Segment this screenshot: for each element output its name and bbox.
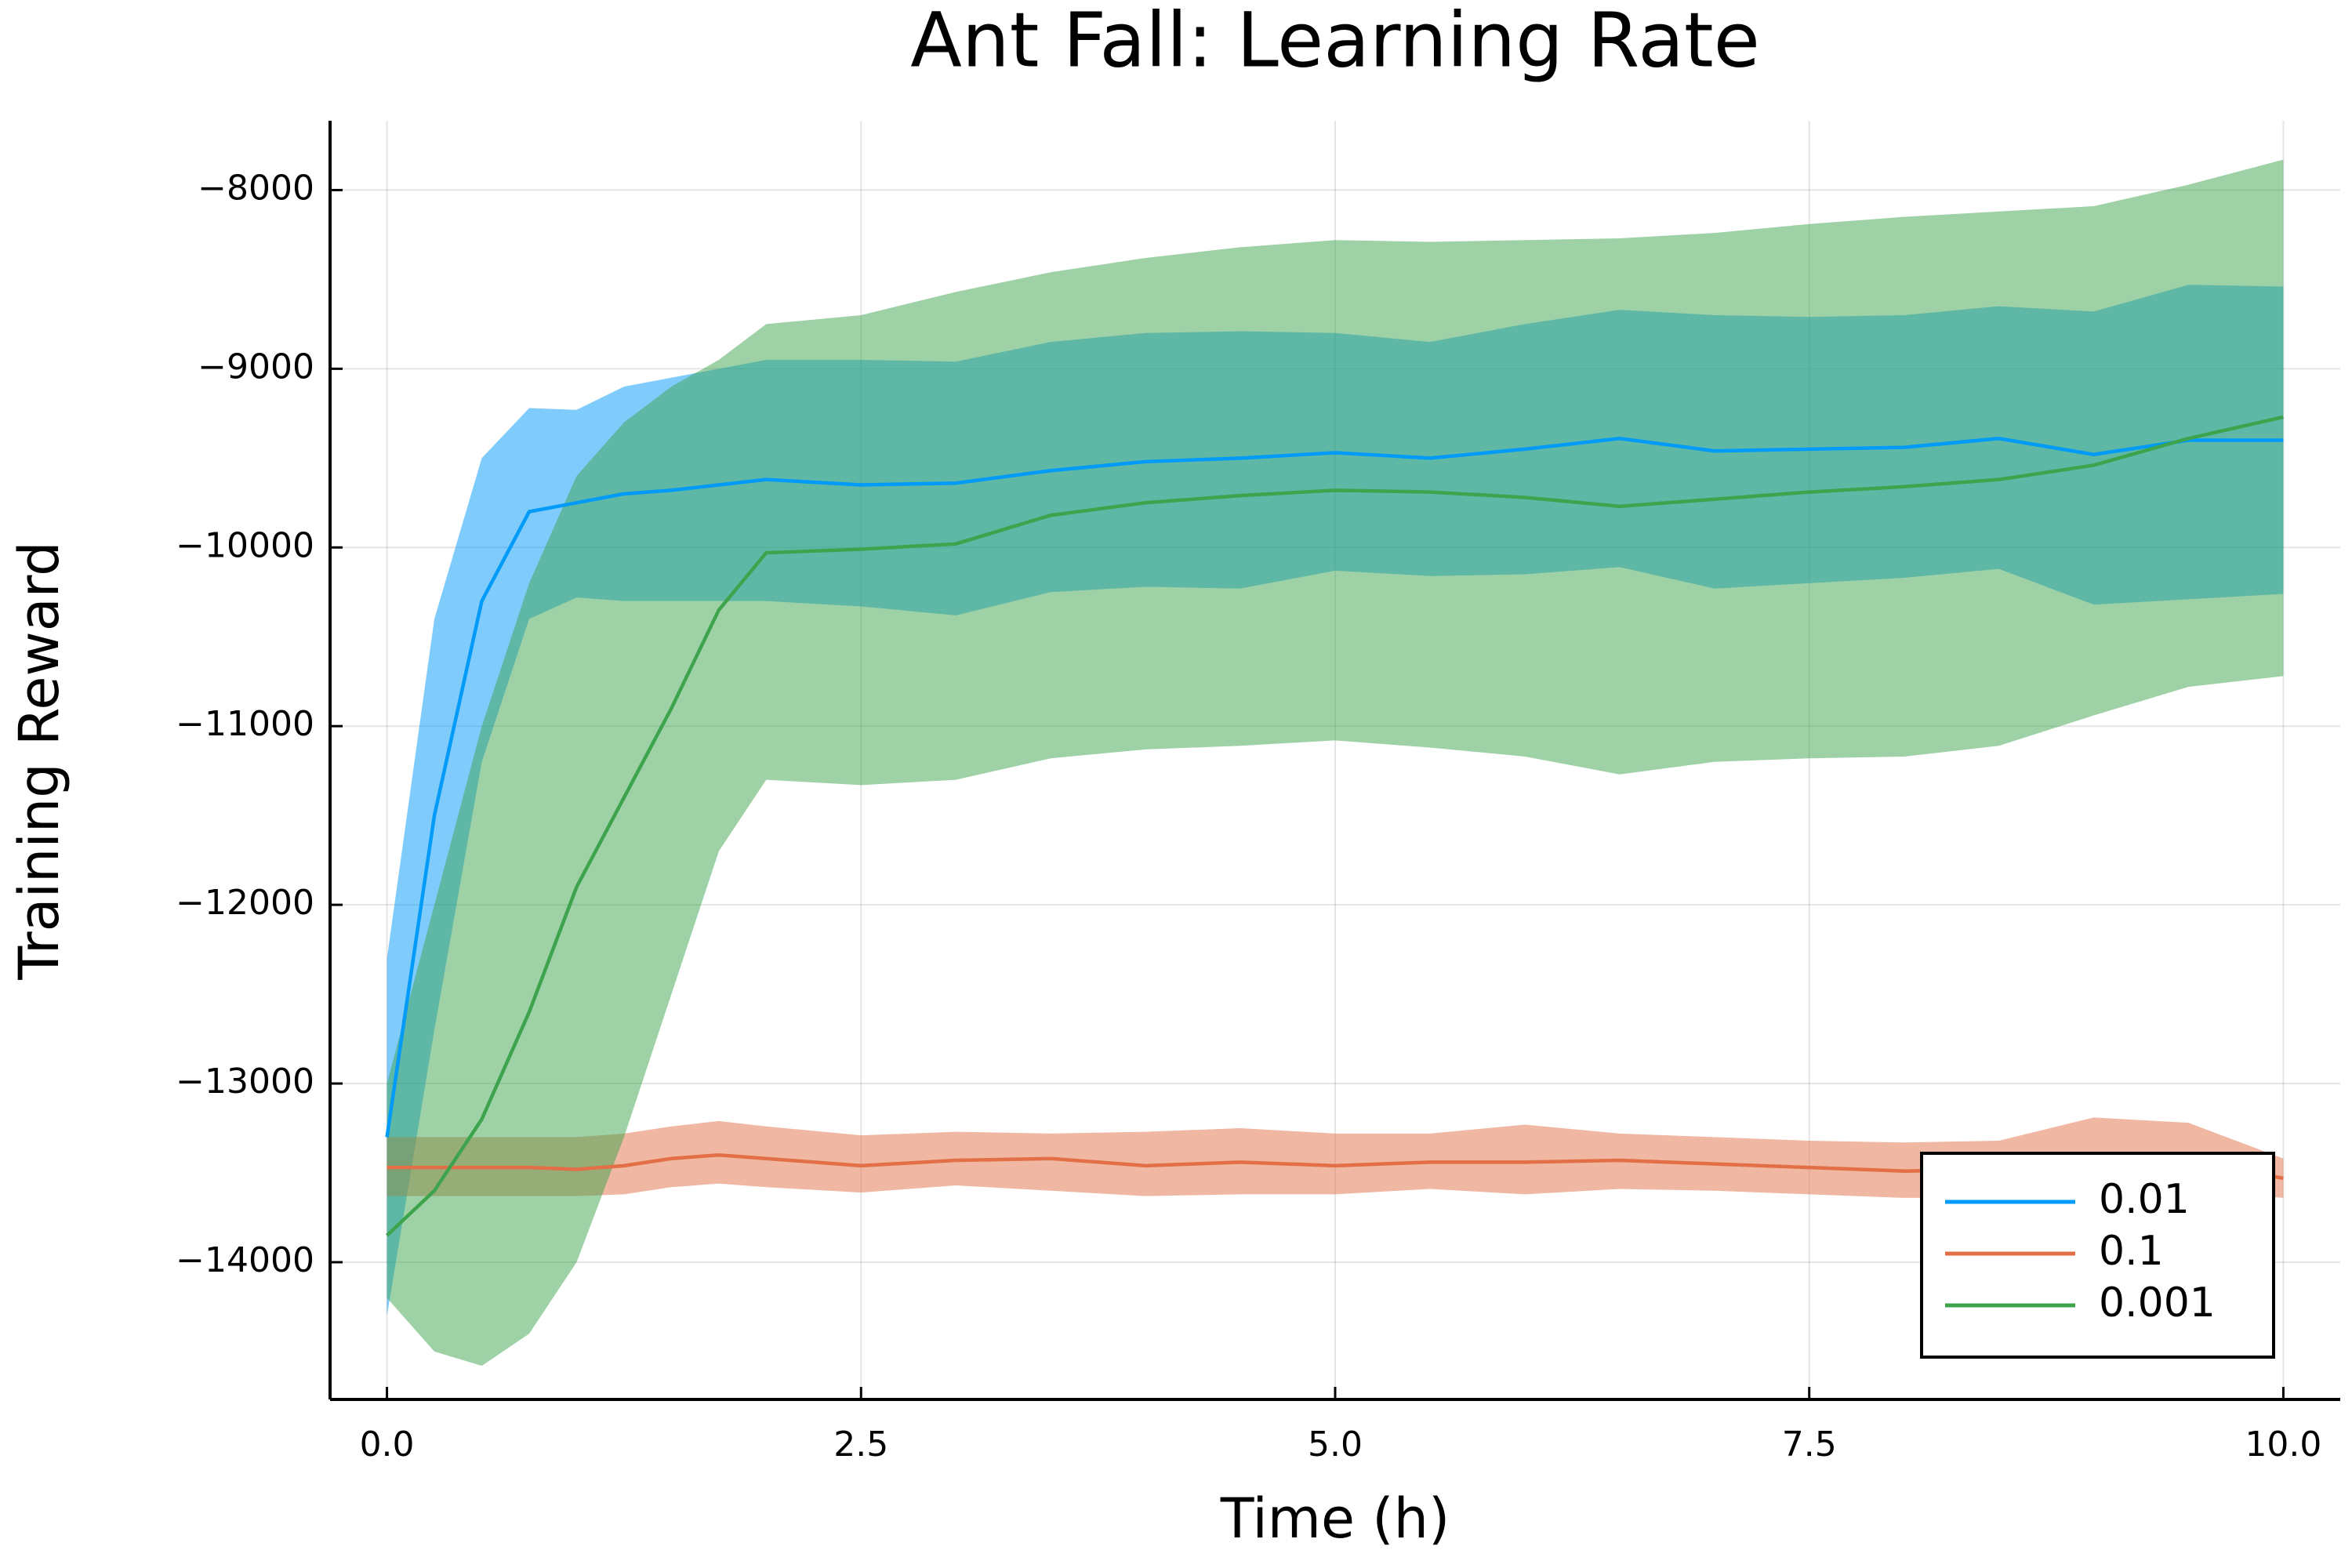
y-axis-label: Training Reward — [7, 541, 71, 980]
y-tick-label: −12000 — [176, 883, 314, 923]
line — [385, 436, 2284, 1138]
confidence-band — [387, 159, 2284, 1367]
y-tick-label: −13000 — [176, 1062, 314, 1102]
legend: 0.01 0.10.001 — [1920, 1152, 2275, 1359]
y-tick-label: −10000 — [176, 525, 314, 565]
x-tick-label: 5.0 — [1308, 1425, 1363, 1465]
x-axis-label: Time (h) — [1220, 1486, 1450, 1551]
x-tick-label: 10.0 — [2245, 1425, 2321, 1465]
line — [387, 1152, 2284, 1181]
x-tick-label: 7.5 — [1782, 1425, 1837, 1465]
y-tick-label: −8000 — [198, 168, 314, 208]
confidence-band — [387, 1117, 2284, 1198]
x-tick-label: 0.0 — [360, 1425, 415, 1465]
legend-label: 0.001 — [2099, 1279, 2216, 1327]
x-tick-label: 2.5 — [833, 1425, 888, 1465]
y-tick-label: −11000 — [176, 704, 314, 744]
legend-label: 0.01 — [2099, 1176, 2190, 1223]
line — [386, 415, 2284, 1237]
chart-title: Ant Fall: Learning Rate — [910, 0, 1760, 84]
y-tick-label: −14000 — [176, 1240, 314, 1280]
y-tick-label: −9000 — [198, 347, 314, 387]
legend-label: 0.1 — [2099, 1228, 2164, 1275]
